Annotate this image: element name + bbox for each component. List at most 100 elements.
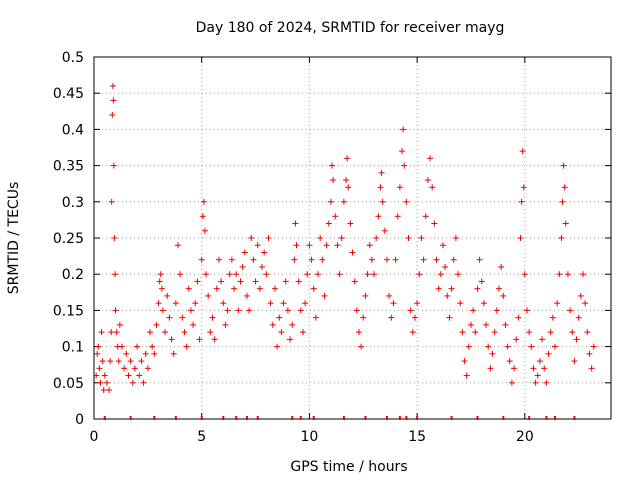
data-point: [559, 198, 566, 205]
data-point: [218, 278, 225, 285]
data-point: [483, 321, 490, 328]
data-point: [97, 379, 104, 386]
data-point: [267, 300, 274, 307]
data-point: [554, 300, 561, 307]
data-point: [353, 307, 360, 314]
data-point: [556, 271, 563, 278]
data-point: [231, 285, 238, 292]
data-point: [201, 227, 208, 234]
axis-ticks: 0 0.05 0.1 0.15 0.2 0.25 0.3 0.35 0.4 0.45 0.5 0 5 10…: [53, 50, 611, 445]
data-point: [343, 177, 350, 184]
data-point: [241, 249, 248, 256]
data-point: [200, 198, 207, 205]
data-point: [463, 372, 470, 379]
data-point: [534, 372, 541, 379]
data-point: [571, 358, 578, 365]
data-point: [371, 271, 378, 278]
data-point: [487, 365, 494, 372]
data-point: [123, 350, 130, 357]
data-point: [205, 292, 212, 299]
y-tick-label: 0.2: [62, 267, 84, 283]
data-point: [467, 321, 474, 328]
data-point: [431, 220, 438, 227]
plot-frame: [93, 56, 612, 420]
data-point: [299, 329, 306, 336]
data-point: [110, 97, 117, 104]
data-point: [465, 343, 472, 350]
data-point: [500, 292, 507, 299]
data-point: [235, 307, 242, 314]
data-point: [567, 307, 574, 314]
data-point: [383, 256, 390, 263]
y-tick-label: 0.4: [62, 122, 84, 138]
data-point: [448, 285, 455, 292]
data-point: [220, 300, 227, 307]
y-tick-label: 0.35: [53, 159, 84, 175]
data-point: [263, 271, 270, 278]
data-point: [108, 198, 115, 205]
data-point: [485, 343, 492, 350]
data-point: [175, 242, 182, 249]
data-point: [366, 242, 373, 249]
data-point: [280, 300, 287, 307]
data-point: [476, 256, 483, 263]
data-point: [269, 321, 276, 328]
data-point: [347, 220, 354, 227]
data-point: [579, 271, 586, 278]
data-point: [489, 350, 496, 357]
data-point: [207, 329, 214, 336]
y-tick-label: 0.25: [53, 231, 84, 247]
data-point: [110, 162, 117, 169]
data-point: [334, 242, 341, 249]
data-point: [149, 343, 156, 350]
data-point: [284, 307, 291, 314]
x-tick-label: 5: [197, 429, 206, 445]
data-point: [140, 379, 147, 386]
data-point: [99, 358, 106, 365]
data-point: [259, 263, 266, 270]
data-point: [109, 111, 116, 118]
data-point: [276, 314, 283, 321]
data-point: [345, 184, 352, 191]
data-point: [584, 329, 591, 336]
data-point: [246, 307, 253, 314]
data-point: [457, 300, 464, 307]
data-point: [293, 242, 300, 249]
data-point: [452, 235, 459, 241]
data-point: [308, 256, 315, 263]
data-point: [355, 329, 362, 336]
data-point: [211, 336, 218, 343]
y-tick-label: 0.3: [62, 195, 84, 211]
data-point: [444, 292, 451, 299]
data-point: [101, 372, 108, 379]
data-point: [340, 198, 347, 205]
data-point: [378, 169, 385, 176]
data-point: [491, 329, 498, 336]
data-point: [127, 358, 134, 365]
data-point: [551, 343, 558, 350]
data-point: [125, 372, 132, 379]
data-point: [523, 307, 530, 314]
data-point: [562, 220, 569, 227]
data-point: [199, 213, 206, 220]
data-point: [403, 198, 410, 205]
data-point: [455, 271, 462, 278]
data-point: [310, 285, 317, 292]
data-point: [478, 278, 485, 285]
data-point: [420, 256, 427, 263]
data-point: [511, 365, 518, 372]
data-point: [256, 285, 263, 292]
data-point: [427, 155, 434, 162]
data-point: [179, 314, 186, 321]
data-point: [190, 321, 197, 328]
data-point: [304, 271, 311, 278]
data-point: [379, 198, 386, 205]
data-point: [119, 343, 126, 350]
data-point: [196, 336, 203, 343]
data-point: [287, 336, 294, 343]
data-point: [252, 278, 259, 285]
data-point: [493, 307, 500, 314]
data-point: [588, 365, 595, 372]
data-point: [98, 329, 105, 336]
